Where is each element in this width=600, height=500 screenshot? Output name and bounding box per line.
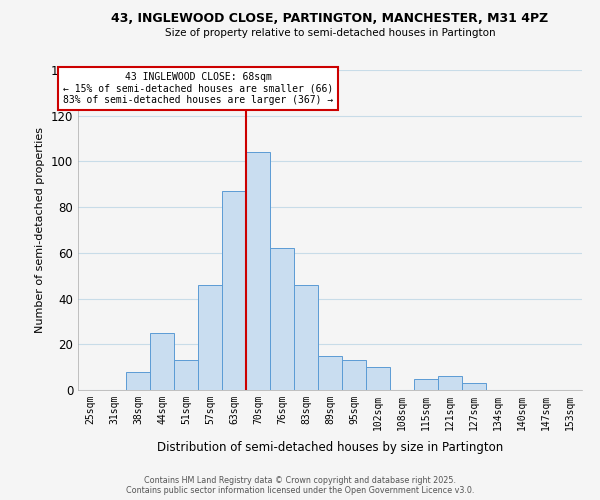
Bar — [342, 360, 366, 390]
Bar — [150, 333, 174, 390]
Bar — [222, 191, 246, 390]
Bar — [366, 367, 390, 390]
Bar — [462, 383, 486, 390]
Text: Size of property relative to semi-detached houses in Partington: Size of property relative to semi-detach… — [164, 28, 496, 38]
Bar — [270, 248, 294, 390]
Bar — [246, 152, 270, 390]
Text: 43 INGLEWOOD CLOSE: 68sqm
← 15% of semi-detached houses are smaller (66)
83% of : 43 INGLEWOOD CLOSE: 68sqm ← 15% of semi-… — [63, 72, 333, 105]
Bar — [294, 285, 318, 390]
Bar — [174, 360, 198, 390]
Bar — [438, 376, 462, 390]
Bar — [414, 378, 438, 390]
Bar — [198, 285, 222, 390]
X-axis label: Distribution of semi-detached houses by size in Partington: Distribution of semi-detached houses by … — [157, 441, 503, 454]
Text: Contains HM Land Registry data © Crown copyright and database right 2025.
Contai: Contains HM Land Registry data © Crown c… — [126, 476, 474, 495]
Bar — [126, 372, 150, 390]
Y-axis label: Number of semi-detached properties: Number of semi-detached properties — [35, 127, 45, 333]
Text: 43, INGLEWOOD CLOSE, PARTINGTON, MANCHESTER, M31 4PZ: 43, INGLEWOOD CLOSE, PARTINGTON, MANCHES… — [112, 12, 548, 26]
Bar — [318, 356, 342, 390]
